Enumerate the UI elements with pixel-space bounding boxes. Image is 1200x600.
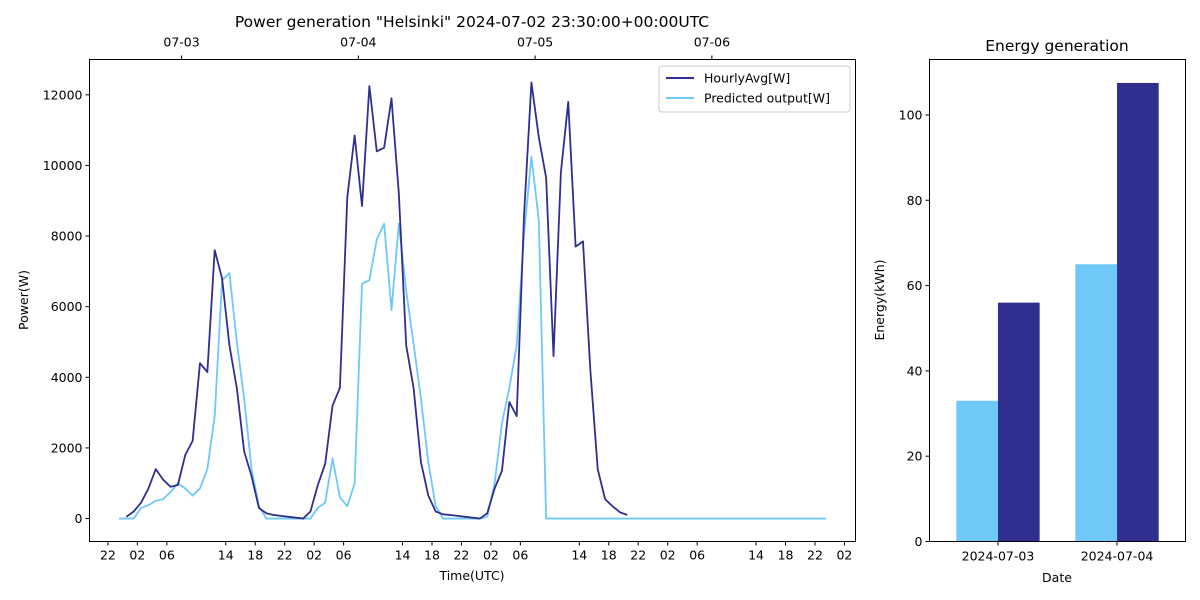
x-tick-label: 02 bbox=[306, 548, 322, 563]
y-tick-label: 6000 bbox=[51, 299, 83, 314]
date-tick-label: 07-06 bbox=[694, 35, 730, 50]
category-tick-label: 2024-07-04 bbox=[1081, 549, 1154, 564]
energy-bar-2024-07-03-series-1 bbox=[997, 302, 1040, 542]
energy-bar-2024-07-04-series-0 bbox=[1075, 264, 1118, 542]
energy-y-tick-label: 40 bbox=[907, 363, 923, 378]
energy-y-tick-label: 100 bbox=[899, 107, 923, 122]
category-tick-label: 2024-07-03 bbox=[962, 549, 1035, 564]
date-tick-label: 07-03 bbox=[163, 35, 199, 50]
date-tick-label: 07-04 bbox=[340, 35, 376, 50]
y-tick-label: 4000 bbox=[51, 370, 83, 385]
energy-plot-frame bbox=[929, 59, 1186, 542]
power-y-axis-ticks: 0 2000 4000 6000 8000 10000 12000 bbox=[43, 87, 90, 526]
x-tick-label: 06 bbox=[689, 548, 705, 563]
legend-label-hourly-avg: HourlyAvg[W] bbox=[704, 71, 790, 86]
legend-label-predicted-output: Predicted output[W] bbox=[704, 91, 830, 106]
power-y-axis-label: Power(W) bbox=[16, 270, 31, 330]
x-tick-label: 14 bbox=[571, 548, 587, 563]
energy-x-axis-ticks: 2024-07-03 2024-07-04 bbox=[962, 541, 1154, 564]
x-tick-label: 22 bbox=[807, 548, 823, 563]
y-tick-label: 10000 bbox=[43, 158, 83, 173]
x-tick-label: 14 bbox=[395, 548, 411, 563]
x-tick-label: 22 bbox=[277, 548, 293, 563]
x-tick-label: 06 bbox=[512, 548, 528, 563]
x-tick-label: 06 bbox=[336, 548, 352, 563]
energy-generation-chart: Energy generation 2024-07-03 2024-07-04 0… bbox=[872, 37, 1186, 585]
x-tick-label: 22 bbox=[100, 548, 116, 563]
energy-y-tick-label: 60 bbox=[907, 278, 923, 293]
energy-chart-title: Energy generation bbox=[985, 37, 1129, 55]
x-tick-label: 22 bbox=[453, 548, 469, 563]
x-tick-label: 18 bbox=[601, 548, 617, 563]
energy-y-tick-label: 0 bbox=[915, 534, 923, 549]
power-plot-frame bbox=[89, 59, 856, 542]
x-tick-label: 14 bbox=[748, 548, 764, 563]
y-tick-label: 0 bbox=[75, 511, 83, 526]
power-legend: HourlyAvg[W] Predicted output[W] bbox=[658, 65, 851, 113]
y-tick-label: 8000 bbox=[51, 229, 83, 244]
energy-y-axis-ticks: 0 20 40 60 80 100 bbox=[899, 107, 930, 549]
energy-y-tick-label: 20 bbox=[907, 449, 923, 464]
y-tick-label: 2000 bbox=[51, 440, 83, 455]
energy-y-axis-label: Energy(kWh) bbox=[872, 259, 887, 340]
energy-x-axis-label: Date bbox=[1042, 570, 1072, 585]
power-chart-title: Power generation "Helsinki" 2024-07-02 2… bbox=[235, 13, 709, 31]
x-tick-label: 14 bbox=[218, 548, 234, 563]
x-tick-label: 06 bbox=[159, 548, 175, 563]
power-generation-chart: Power generation "Helsinki" 2024-07-02 2… bbox=[16, 13, 856, 583]
x-tick-label: 18 bbox=[247, 548, 263, 563]
series-line-predicted-output bbox=[118, 155, 827, 520]
x-tick-label: 02 bbox=[836, 548, 852, 563]
x-tick-label: 18 bbox=[424, 548, 440, 563]
power-x-axis-ticks: 22 02 06 14 18 22 02 06 14 18 22 02 06 14 18 22 02 06 14 18… bbox=[100, 541, 852, 563]
power-x-axis-label: Time(UTC) bbox=[438, 568, 504, 583]
x-tick-label: 02 bbox=[660, 548, 676, 563]
energy-bars bbox=[956, 82, 1159, 542]
power-series-lines bbox=[118, 81, 827, 520]
date-tick-label: 07-05 bbox=[517, 35, 553, 50]
x-tick-label: 18 bbox=[778, 548, 794, 563]
y-tick-label: 12000 bbox=[43, 87, 83, 102]
x-tick-label: 22 bbox=[630, 548, 646, 563]
series-line-hourly-avg bbox=[125, 81, 628, 520]
energy-bar-2024-07-03-series-0 bbox=[956, 400, 998, 542]
energy-y-tick-label: 80 bbox=[907, 193, 923, 208]
x-tick-label: 02 bbox=[129, 548, 145, 563]
x-tick-label: 02 bbox=[483, 548, 499, 563]
legend-box bbox=[658, 65, 851, 113]
energy-bar-2024-07-04-series-1 bbox=[1117, 82, 1159, 542]
power-date-axis-ticks: 07-03 07-04 07-05 07-06 bbox=[163, 35, 730, 60]
